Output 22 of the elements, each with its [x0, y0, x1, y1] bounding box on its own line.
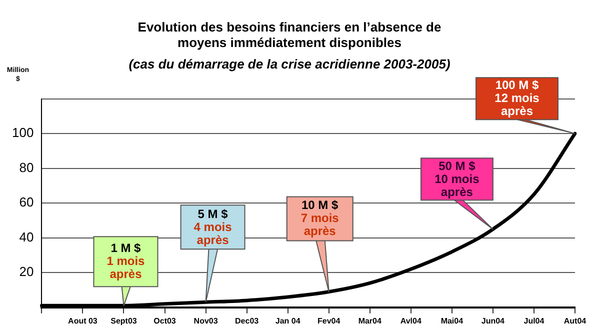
y-tick-label: 100	[12, 125, 34, 140]
x-tick-label: Sept03	[110, 316, 138, 326]
x-tick-label: Jan 04	[275, 316, 301, 326]
text: moyens immédiatement disponibles	[178, 34, 402, 50]
x-tick-label: Aut04	[564, 316, 587, 326]
text: Evolution des besoins financiers en l’absence de	[138, 19, 442, 34]
x-tick-label: Jun04	[481, 316, 506, 326]
x-tick-label: Aout 03	[68, 316, 98, 326]
x-tick-label: Jul04	[524, 316, 545, 326]
y-tick-label: 20	[19, 264, 34, 280]
x-tick-label: Oct03	[154, 316, 176, 326]
x-tick-label: Nov03	[194, 316, 218, 326]
x-tick-label: Dec03	[235, 316, 260, 326]
y-tick-label: 80	[19, 160, 34, 175]
x-tick-label: Fev04	[318, 316, 341, 326]
annotation: 1 M $ 1 mois après	[106, 241, 146, 282]
chart-subtitle: (cas du démarrage de la crise acridienne 2003-2005)	[128, 56, 450, 72]
y-tick-label: 60	[19, 194, 34, 210]
y-tick-label: 40	[19, 229, 34, 244]
x-tick-label: Avl04	[400, 316, 422, 326]
x-tick-label: Mai04	[440, 316, 464, 326]
x-tick-label: Mar04	[358, 316, 382, 326]
